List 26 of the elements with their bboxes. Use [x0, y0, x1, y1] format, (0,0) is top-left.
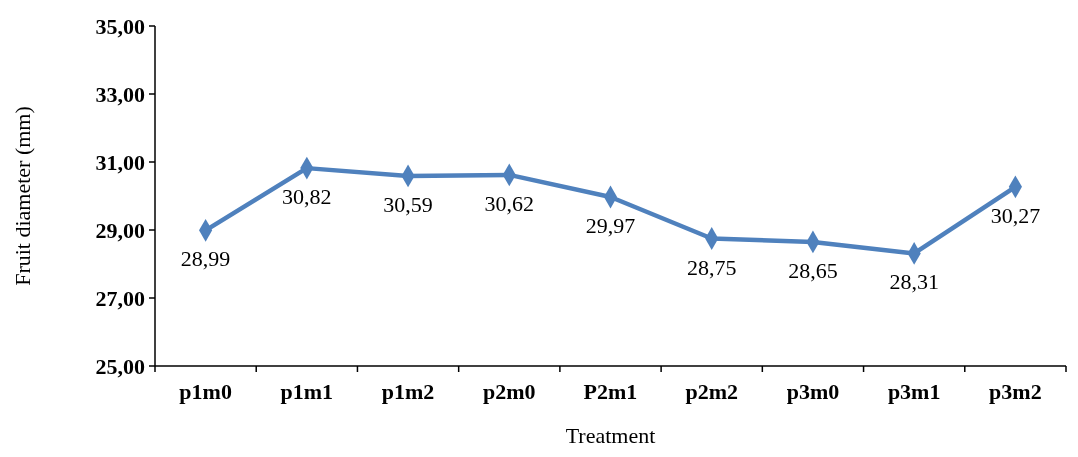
data-label: 30,59: [383, 191, 433, 217]
x-tick-label: p3m1: [887, 379, 941, 404]
x-tick-label: p2m2: [685, 379, 738, 404]
y-axis-title: Fruit diameter (mm): [10, 106, 35, 286]
y-tick-label: 25,00: [95, 353, 145, 379]
data-label: 28,65: [788, 257, 838, 283]
y-tick-label: 33,00: [95, 81, 145, 107]
x-tick-label: p3m0: [786, 379, 840, 404]
data-label: 28,31: [889, 269, 939, 295]
data-label: 30,82: [282, 184, 332, 210]
y-tick-label: 27,00: [95, 285, 145, 311]
x-tick-label: p3m2: [989, 379, 1042, 404]
data-label: 28,75: [686, 254, 737, 280]
x-tick-label: p1m1: [280, 379, 334, 404]
x-tick-label: P2m1: [583, 379, 638, 404]
y-tick-label: 29,00: [95, 217, 145, 243]
x-axis-title: Treatment: [565, 423, 656, 448]
data-label: 30,27: [990, 202, 1041, 228]
y-tick-label: 31,00: [95, 149, 145, 175]
data-label: 30,62: [484, 190, 535, 216]
data-label: 29,97: [585, 213, 636, 239]
x-tick-label: p1m0: [179, 379, 232, 404]
data-label: 28,99: [180, 246, 231, 272]
x-tick-label: p1m2: [381, 379, 435, 404]
x-tick-label: p2m0: [483, 379, 536, 404]
y-tick-label: 35,00: [95, 13, 145, 39]
